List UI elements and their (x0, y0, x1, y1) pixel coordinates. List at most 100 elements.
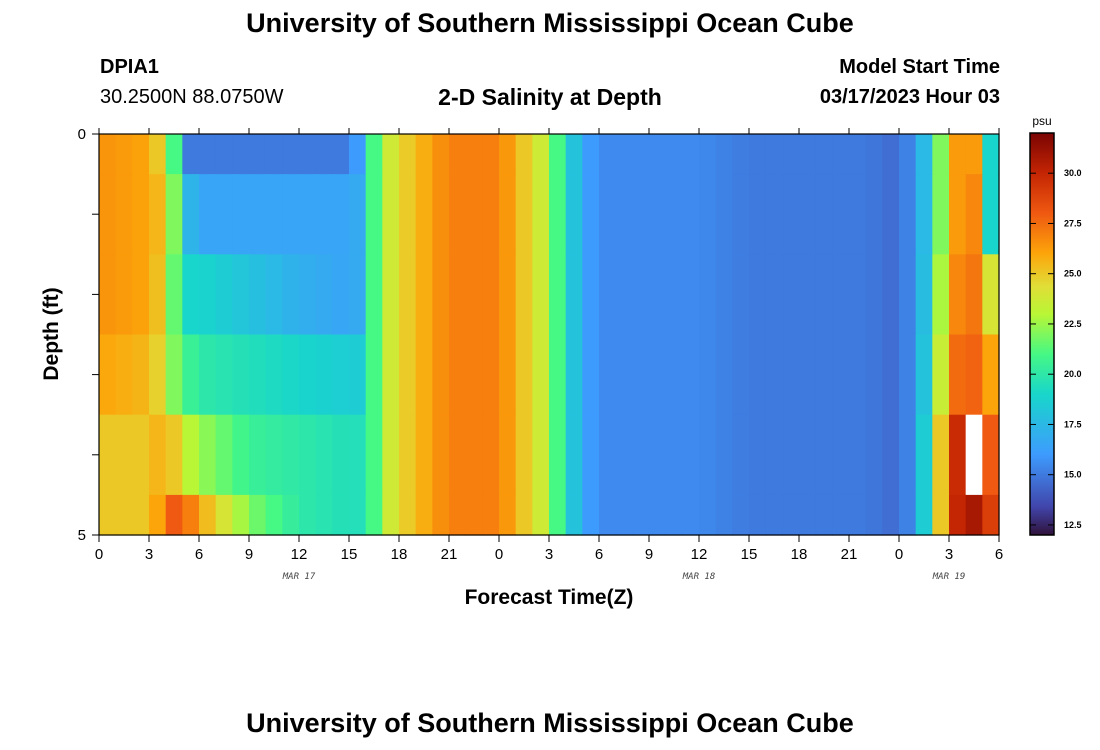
heatmap-cell (282, 174, 299, 255)
y-tick-label: 0 (78, 126, 86, 143)
heatmap-cell (632, 254, 649, 335)
heatmap-cell (749, 134, 766, 175)
heatmap-cell (432, 254, 449, 335)
heatmap-cell (466, 254, 483, 335)
heatmap-cell (349, 335, 366, 416)
heatmap-cell (99, 254, 116, 335)
heatmap-cell (316, 335, 333, 416)
heatmap-cell (116, 134, 133, 175)
heatmap-cell (99, 495, 116, 536)
heatmap-cell (216, 254, 233, 335)
heatmap-cell (899, 415, 916, 496)
heatmap-cell (866, 415, 883, 496)
heatmap-cell (766, 134, 783, 175)
heatmap-cells (99, 134, 1000, 536)
x-tick-label: 0 (495, 546, 503, 563)
heatmap-cell (449, 415, 466, 496)
heatmap-cell (482, 415, 499, 496)
heatmap-cell (466, 495, 483, 536)
heatmap-cell (332, 134, 349, 175)
heatmap-cell (166, 495, 183, 536)
heatmap-cell (149, 495, 166, 536)
heatmap-cell (732, 495, 749, 536)
heatmap-cell (949, 174, 966, 255)
heatmap-cell (182, 134, 199, 175)
heatmap-cell (682, 254, 699, 335)
heatmap-cell (899, 134, 916, 175)
heatmap-cell (616, 495, 633, 536)
heatmap-cell (532, 134, 549, 175)
heatmap-cell (332, 495, 349, 536)
heatmap-cell (166, 134, 183, 175)
heatmap-cell (932, 254, 949, 335)
heatmap-cell (782, 415, 799, 496)
heatmap-cell (166, 254, 183, 335)
heatmap-cell (449, 174, 466, 255)
heatmap-cell (182, 335, 199, 416)
heatmap-cell (982, 415, 999, 496)
heatmap-cell (766, 335, 783, 416)
heatmap-cell (549, 415, 566, 496)
heatmap-cell (849, 134, 866, 175)
heatmap-cell (516, 254, 533, 335)
heatmap-cell (482, 495, 499, 536)
heatmap-cell (616, 254, 633, 335)
heatmap-cell (366, 174, 383, 255)
heatmap-cell (632, 335, 649, 416)
heatmap-cell (966, 134, 983, 175)
heatmap-cell (299, 335, 316, 416)
heatmap-cell (782, 254, 799, 335)
heatmap-cell (749, 174, 766, 255)
heatmap-cell (799, 335, 816, 416)
heatmap-cell (782, 134, 799, 175)
heatmap-cell (599, 335, 616, 416)
heatmap-cell (832, 134, 849, 175)
heatmap-cell (799, 415, 816, 496)
x-tick-label: 21 (841, 546, 858, 563)
heatmap-cell (249, 174, 266, 255)
heatmap-cell (932, 174, 949, 255)
heatmap-cell (99, 134, 116, 175)
heatmap-cell (232, 335, 249, 416)
heatmap-cell (282, 415, 299, 496)
heatmap-cell (99, 335, 116, 416)
heatmap-cell (232, 495, 249, 536)
x-tick-label: 12 (291, 546, 308, 563)
heatmap-cell (482, 174, 499, 255)
heatmap-cell (432, 495, 449, 536)
heatmap-cell (282, 335, 299, 416)
x-tick-label: 18 (791, 546, 808, 563)
heatmap-cell (116, 495, 133, 536)
heatmap-cell (316, 415, 333, 496)
heatmap-cell (782, 174, 799, 255)
heatmap-cell (182, 254, 199, 335)
heatmap-cell (516, 134, 533, 175)
x-tick-label: 3 (945, 546, 953, 563)
heatmap-cell (682, 495, 699, 536)
heatmap-cell (532, 174, 549, 255)
heatmap-cell (132, 134, 149, 175)
heatmap-cell (432, 335, 449, 416)
heatmap-cell (632, 134, 649, 175)
heatmap-cell (916, 174, 933, 255)
heatmap-cell (432, 134, 449, 175)
heatmap-cell (566, 415, 583, 496)
heatmap-cell (116, 415, 133, 496)
heatmap-cell (116, 254, 133, 335)
heatmap-cell (499, 254, 516, 335)
salinity-heatmap-chart: 0 3 6 9 12 15 18 21 0 3 6 9 12 15 18 21 0 3 6 05 MAR 17 MAR… (0, 0, 1100, 750)
heatmap-cell (982, 134, 999, 175)
heatmap-cell (116, 174, 133, 255)
heatmap-cell (249, 415, 266, 496)
heatmap-cell (532, 495, 549, 536)
heatmap-cell (866, 254, 883, 335)
colorbar-tick-label: 22.5 (1064, 319, 1082, 329)
heatmap-cell (766, 495, 783, 536)
heatmap-cell (649, 134, 666, 175)
heatmap-cell (132, 415, 149, 496)
x-tick-label: 6 (195, 546, 203, 563)
heatmap-cell (382, 134, 399, 175)
heatmap-cell (399, 415, 416, 496)
heatmap-cell (682, 335, 699, 416)
heatmap-cell (99, 415, 116, 496)
